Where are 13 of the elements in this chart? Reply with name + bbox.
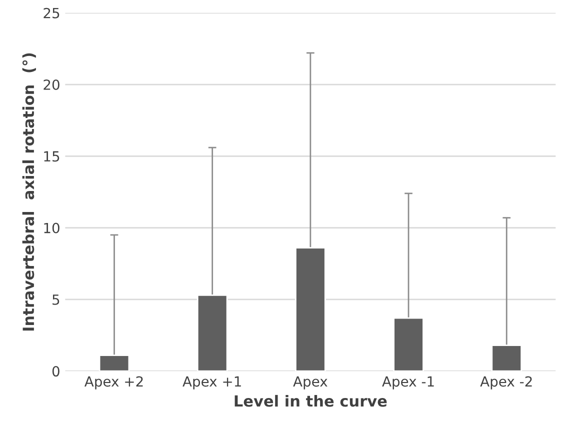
x-tick-label: Apex -2 (480, 376, 532, 390)
x-axis-title: Level in the curve (234, 394, 387, 407)
x-tick-label: Apex +1 (182, 376, 241, 390)
x-tick-label: Apex (293, 376, 328, 390)
y-tick-label: 10 (44, 222, 60, 234)
y-tick-label: 0 (52, 366, 60, 377)
y-tick-label: 15 (44, 151, 60, 162)
y-axis-title: Intravertebral axial rotation (°) (22, 53, 36, 331)
y-tick-label: 20 (44, 79, 60, 90)
y-tick-label: 5 (52, 294, 60, 305)
y-tick-label: 25 (44, 8, 60, 18)
x-tick-label: Apex -1 (382, 376, 434, 390)
x-tick-label: Apex +2 (84, 376, 143, 390)
